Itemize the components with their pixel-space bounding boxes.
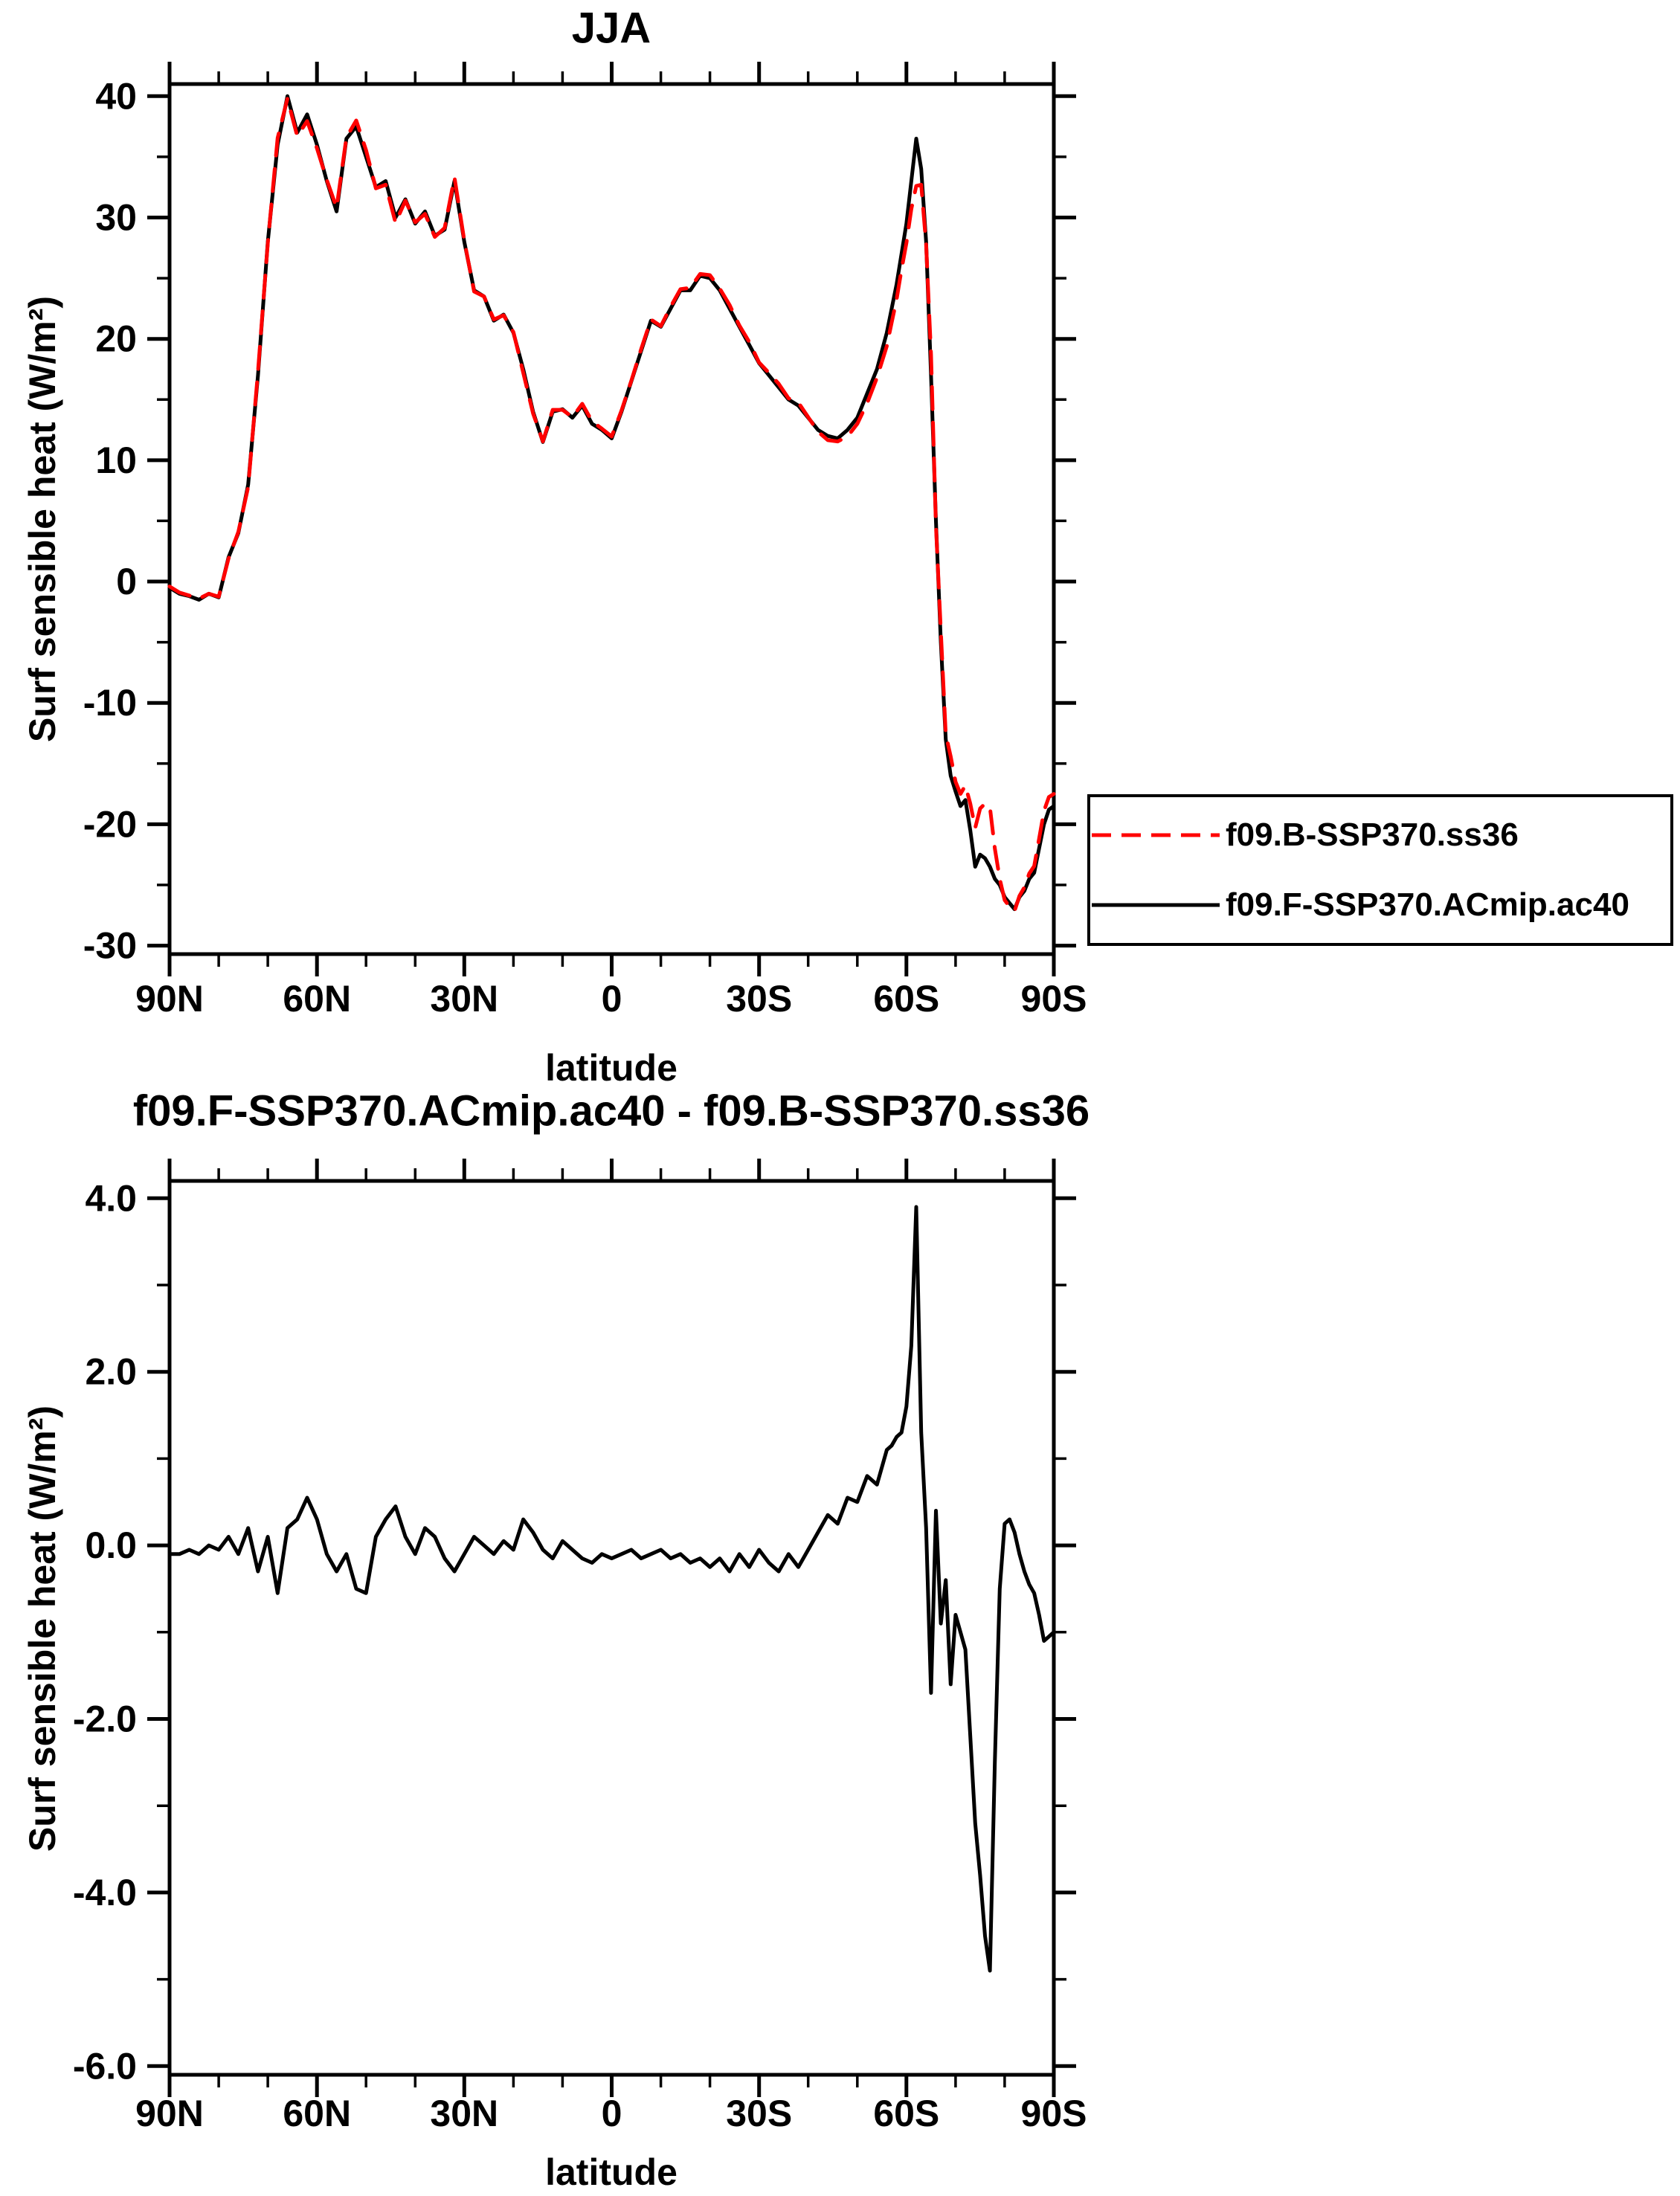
x-tick-label: 30N — [430, 2093, 498, 2134]
y-tick-label: 0 — [116, 561, 137, 602]
y-tick-label: -20 — [83, 803, 137, 845]
x-tick-label: 60S — [873, 978, 939, 1020]
x-tick-label: 30S — [726, 2093, 792, 2134]
x-tick-label: 90S — [1021, 978, 1087, 1020]
y-tick-label: -6.0 — [73, 2045, 137, 2087]
y-tick-label: 2.0 — [85, 1351, 137, 1393]
top-chart-title: JJA — [571, 4, 651, 53]
y-tick-label: 20 — [95, 318, 137, 360]
x-tick-label: 30N — [430, 978, 498, 1020]
y-tick-label: -10 — [83, 682, 137, 724]
x-tick-label: 90N — [135, 2093, 204, 2134]
legend-line-sample-black-solid-icon — [1092, 903, 1220, 907]
legend-label-f-ssp370-acmip-ac40: f09.F-SSP370.ACmip.ac40 — [1226, 886, 1629, 923]
x-tick-label: 60S — [873, 2093, 939, 2134]
x-tick-label: 90S — [1021, 2093, 1087, 2134]
bottom-chart-x-axis-label: latitude — [545, 2151, 678, 2193]
bottom-chart-plot-area: 90N 60N 30N 0 30S 60S 90S 4.0 2.0 0.0 -2.0 -4.0 -6.0 — [73, 1159, 1087, 2134]
y-tick-label: 0.0 — [85, 1524, 137, 1566]
y-tick-label: 40 — [95, 75, 137, 117]
legend-entry-f-ssp370-acmip-ac40: f09.F-SSP370.ACmip.ac40 — [1090, 886, 1670, 924]
legend-entry-b-ssp370-ss36: f09.B-SSP370.ss36 — [1090, 817, 1670, 854]
legend-line-sample-red-dashed-icon — [1092, 833, 1220, 837]
top-chart-plot-area: 90N 60N 30N 0 30S 60S 90S 40 30 20 10 0 -10 -20 -30 — [83, 62, 1087, 1020]
y-tick-label: -2.0 — [73, 1698, 137, 1740]
legend-label-b-ssp370-ss36: f09.B-SSP370.ss36 — [1226, 817, 1519, 853]
series-line-0 — [167, 1205, 1056, 1973]
x-tick-label: 60N — [283, 978, 351, 1020]
x-tick-label: 90N — [135, 978, 204, 1020]
bottom-chart-title: f09.F-SSP370.ACmip.ac40 - f09.B-SSP370.s… — [132, 1086, 1090, 1136]
x-tick-label: 30S — [726, 978, 792, 1020]
x-tick-label: 0 — [602, 2093, 622, 2134]
plot-frame — [167, 1179, 1056, 2077]
y-tick-label: -30 — [83, 925, 137, 967]
y-tick-label: 10 — [95, 439, 137, 481]
y-tick-label: -4.0 — [73, 1872, 137, 1913]
x-tick-label: 0 — [602, 978, 622, 1020]
series-line-0 — [167, 97, 1056, 913]
x-tick-label: 60N — [283, 2093, 351, 2134]
series-line-1 — [167, 94, 1056, 912]
legend-box: f09.B-SSP370.ss36 f09.F-SSP370.ACmip.ac4… — [1087, 794, 1673, 946]
plot-frame — [167, 82, 1056, 956]
top-chart-x-axis-label: latitude — [545, 1047, 678, 1089]
y-tick-label: 30 — [95, 197, 137, 239]
y-tick-label: 4.0 — [85, 1177, 137, 1219]
